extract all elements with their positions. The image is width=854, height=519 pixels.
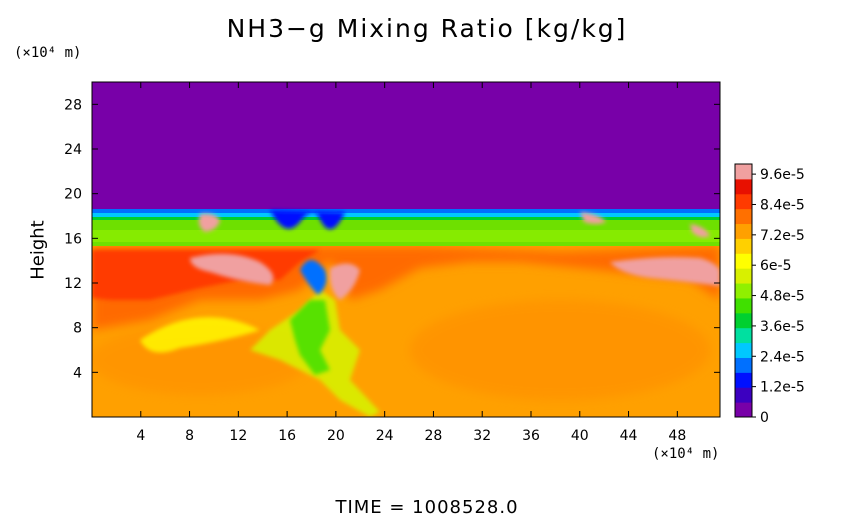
- colorbar-label: 0: [760, 410, 769, 426]
- colorbar-label: 3.6e-5: [760, 319, 805, 335]
- x-tick-label: 24: [376, 428, 394, 444]
- x-tick-label: 44: [620, 428, 638, 444]
- blue-filament: [300, 260, 327, 295]
- x-tick-label: 28: [425, 428, 443, 444]
- colorbar-label: 9.6e-5: [760, 167, 805, 183]
- colorbar-swatch: [735, 164, 752, 180]
- colorbar-swatch: [735, 208, 752, 225]
- y-tick-label: 8: [73, 321, 82, 337]
- pink-patch: [198, 213, 220, 232]
- pink-patch: [580, 212, 606, 224]
- y-tick-label: 4: [73, 365, 82, 381]
- pink-patch: [610, 257, 720, 286]
- x-tick-label: 8: [185, 428, 194, 444]
- x-tick-label: 12: [229, 428, 247, 444]
- x-tick-label: 4: [136, 428, 145, 444]
- x-tick-label: 16: [278, 428, 296, 444]
- colorbar-swatch: [735, 327, 752, 344]
- colorbar-swatch: [735, 372, 752, 388]
- plot-frame: [91, 81, 721, 418]
- x-tick-label: 36: [522, 428, 540, 444]
- colorbar-swatch: [735, 297, 752, 314]
- y-ticks: 4 8 12 16 20 24 28: [64, 97, 720, 381]
- y-tick-label: 24: [64, 142, 82, 158]
- colorbar-label: 2.4e-5: [760, 349, 805, 365]
- colorbar-swatch: [735, 342, 752, 358]
- y-axis-unit: (×10⁴ m): [14, 45, 82, 61]
- pink-patch: [690, 224, 710, 238]
- colorbar-label: 1.2e-5: [760, 380, 805, 396]
- boundary-green: [92, 217, 720, 220]
- colorbar-label: 4.8e-5: [760, 289, 805, 305]
- upper-layer: [92, 82, 720, 209]
- y-tick-label: 20: [64, 187, 82, 203]
- x-ticks: 4 8 12 16 20 24 28 32 36 40 44 48: [136, 82, 686, 444]
- colorbar-swatch: [735, 253, 752, 269]
- colorbar-swatch: [735, 357, 752, 373]
- colorbar-swatch: [735, 283, 752, 299]
- colorbar-swatch: [735, 268, 752, 284]
- colorbar-frame: [734, 163, 753, 418]
- colorbar-swatch: [735, 238, 752, 254]
- x-tick-label: 20: [327, 428, 345, 444]
- red-region-inner: [92, 250, 320, 300]
- colorbar-swatch: [735, 223, 752, 239]
- y-tick-label: 16: [64, 231, 82, 247]
- colorbar: 9.6e-5 8.4e-5 7.2e-5 6e-5 4.8e-5 3.6e-5 2.4e-5…: [734, 163, 805, 426]
- orange-lobe-1: [410, 300, 710, 400]
- x-axis-unit: (×10⁴ m): [652, 446, 720, 462]
- pink-patch: [190, 253, 274, 285]
- colorbar-swatch: [735, 193, 752, 210]
- green-band-light: [92, 230, 720, 242]
- colorbar-swatch: [735, 402, 752, 418]
- boundary-dip: [270, 210, 345, 230]
- boundary-cyan: [92, 209, 720, 213]
- heatmap-field: [92, 82, 720, 417]
- y-tick-label: 12: [64, 276, 82, 292]
- chart-title: NH3−g Mixing Ratio [kg/kg]: [226, 14, 628, 43]
- colorbar-label: 6e-5: [760, 258, 791, 274]
- time-label: TIME = 1008528.0: [335, 497, 519, 518]
- colorbar-swatch: [735, 387, 752, 403]
- yellow-swirl: [140, 317, 260, 353]
- x-tick-label: 48: [668, 428, 686, 444]
- colorbar-swatch: [735, 312, 752, 329]
- pink-patch: [329, 263, 360, 300]
- y-tick-label: 28: [64, 97, 82, 113]
- colorbar-swatch: [735, 178, 752, 195]
- colorbar-label: 7.2e-5: [760, 228, 805, 244]
- boundary-teal: [92, 213, 720, 217]
- colorbar-label: 8.4e-5: [760, 197, 805, 213]
- x-tick-label: 32: [473, 428, 491, 444]
- x-tick-label: 40: [571, 428, 589, 444]
- turbulent-streak: [290, 300, 330, 375]
